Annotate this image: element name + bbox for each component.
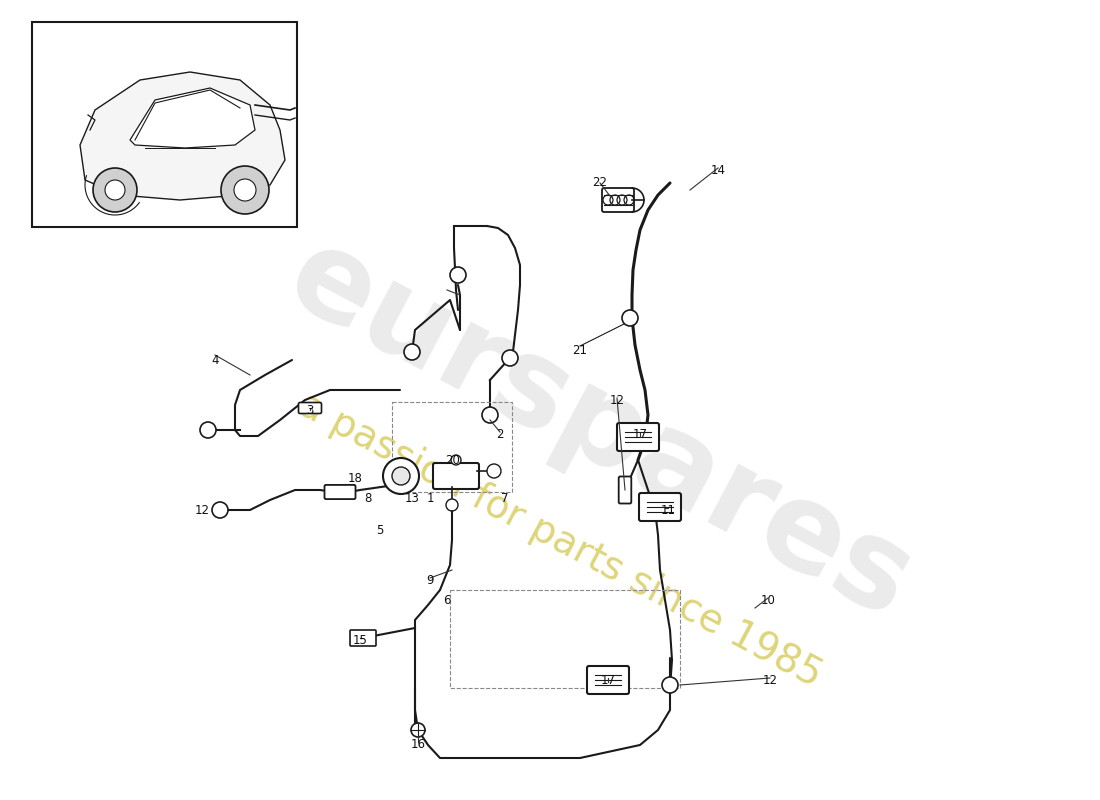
Circle shape	[234, 179, 256, 201]
FancyBboxPatch shape	[350, 630, 376, 646]
Text: 4: 4	[211, 354, 219, 366]
Text: 15: 15	[353, 634, 367, 646]
Text: 1: 1	[427, 491, 433, 505]
Text: 21: 21	[572, 343, 587, 357]
FancyBboxPatch shape	[324, 485, 355, 499]
Text: 12: 12	[609, 394, 625, 406]
FancyBboxPatch shape	[618, 477, 631, 503]
Circle shape	[104, 180, 125, 200]
Polygon shape	[130, 88, 255, 148]
Text: 17: 17	[601, 674, 616, 686]
Text: 18: 18	[348, 471, 362, 485]
Text: 16: 16	[410, 738, 426, 751]
Circle shape	[411, 723, 425, 737]
Circle shape	[404, 344, 420, 360]
Bar	[392, 402, 512, 492]
Circle shape	[482, 407, 498, 423]
Circle shape	[446, 499, 458, 511]
Text: 7: 7	[502, 491, 508, 505]
Text: 11: 11	[660, 503, 675, 517]
FancyBboxPatch shape	[617, 423, 659, 451]
Bar	[32, 22, 297, 227]
Circle shape	[392, 467, 410, 485]
FancyBboxPatch shape	[433, 463, 478, 489]
Text: 14: 14	[711, 163, 726, 177]
Text: eurspares: eurspares	[268, 217, 932, 643]
Circle shape	[212, 502, 228, 518]
Circle shape	[621, 310, 638, 326]
FancyBboxPatch shape	[587, 666, 629, 694]
Text: 13: 13	[405, 491, 419, 505]
Circle shape	[487, 464, 500, 478]
Text: 22: 22	[593, 177, 607, 190]
Text: 12: 12	[762, 674, 778, 686]
FancyBboxPatch shape	[298, 402, 321, 414]
Circle shape	[200, 422, 216, 438]
Text: 2: 2	[496, 429, 504, 442]
Circle shape	[451, 455, 461, 465]
Text: 12: 12	[195, 503, 209, 517]
Circle shape	[450, 267, 466, 283]
Text: a passion for parts since 1985: a passion for parts since 1985	[292, 386, 828, 694]
Bar	[450, 590, 680, 688]
Polygon shape	[80, 72, 285, 200]
Text: 3: 3	[306, 403, 313, 417]
Text: 17: 17	[632, 429, 648, 442]
Circle shape	[94, 168, 138, 212]
Text: 10: 10	[760, 594, 775, 606]
FancyBboxPatch shape	[602, 188, 634, 212]
Text: 9: 9	[427, 574, 433, 586]
Circle shape	[662, 677, 678, 693]
Text: 5: 5	[376, 523, 384, 537]
Circle shape	[502, 350, 518, 366]
Text: 8: 8	[364, 491, 372, 505]
Circle shape	[383, 458, 419, 494]
Text: 20: 20	[446, 454, 461, 466]
FancyBboxPatch shape	[639, 493, 681, 521]
Text: 6: 6	[443, 594, 451, 606]
Circle shape	[221, 166, 270, 214]
